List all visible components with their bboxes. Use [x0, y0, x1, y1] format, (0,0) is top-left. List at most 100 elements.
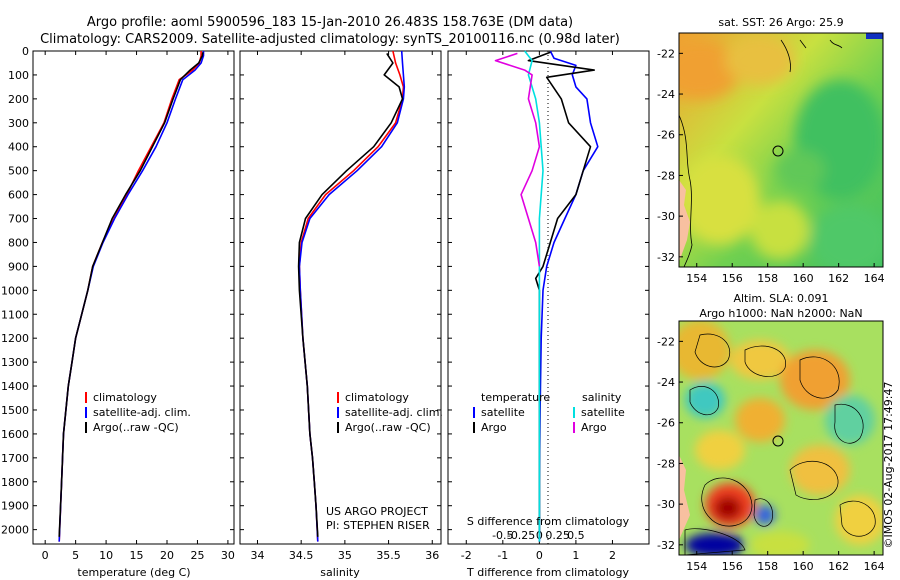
lon-tick-label: 154: [686, 272, 707, 285]
x-tick-label: 10: [99, 549, 113, 562]
depth-tick-label: 900: [8, 260, 29, 273]
lon-tick-label: 162: [828, 272, 849, 285]
legend-salinity-title: salinity: [582, 391, 622, 404]
sla-map: Altim. SLA: 0.091 Argo h1000: NaN h2000:…: [657, 292, 885, 573]
lon-tick-label: 160: [793, 560, 814, 573]
lat-tick-label: -32: [657, 251, 675, 264]
series-line-t-argo: [527, 51, 596, 537]
difference-panel: -2 -1 0 1 2 -0.5-0.25 0 0.250.5 S difference f…: [447, 50, 650, 579]
depth-tick-label: 300: [8, 117, 29, 130]
depth-tick-label: 1700: [1, 452, 29, 465]
depth-tick-label: 1000: [1, 284, 29, 297]
t-difference-xlabel: T difference from climatology: [466, 566, 629, 579]
salinity-tick-labels: 34 34.5 35 35.5 36: [250, 51, 439, 562]
salinity-legend: climatology satellite-adj. clim. Argo(..…: [337, 391, 443, 434]
sst-lat-tick-labels: -22 -24 -26 -28 -30 -32: [657, 47, 683, 264]
imos-timestamp: ©IMOS 02-Aug-2017 17:49:47: [882, 382, 895, 549]
legend-t-satellite-label: satellite: [481, 406, 525, 419]
depth-tick-label: 800: [8, 236, 29, 249]
lon-tick-label: 160: [793, 272, 814, 285]
salinity-axes-frame: [239, 50, 442, 545]
difference-axes-frame: [447, 50, 650, 545]
legend-t-argo-label: Argo: [481, 421, 507, 434]
legend-climatology-label: climatology: [345, 391, 409, 404]
x-tick-label: 34.5: [289, 549, 314, 562]
x-tick-label: 30: [221, 549, 235, 562]
depth-tick-label: 1100: [1, 308, 29, 321]
x-tick-label: -1: [497, 549, 508, 562]
lon-tick-label: 156: [722, 560, 743, 573]
lat-tick-label: -24: [657, 88, 675, 101]
depth-tick-label: 0: [22, 45, 29, 58]
depth-tick-labels: 0 100 200 300 400 500 600 700 800 900 1000 1100 1200…: [1, 45, 29, 537]
x-tick-label: 0: [42, 549, 49, 562]
depth-tick-label: 1200: [1, 332, 29, 345]
lon-tick-label: 158: [757, 272, 778, 285]
s-difference-label: S difference from climatology: [467, 515, 630, 528]
lon-tick-label: 156: [722, 272, 743, 285]
legend-argo-label: Argo(..raw -QC): [93, 421, 179, 434]
lon-tick-label: 164: [864, 560, 885, 573]
x-tick-label: 36: [425, 549, 439, 562]
lat-tick-label: -22: [657, 335, 675, 348]
depth-tick-label: 500: [8, 165, 29, 178]
lat-tick-label: -32: [657, 539, 675, 552]
x-tick-label: 0: [536, 549, 543, 562]
lat-tick-label: -30: [657, 498, 675, 511]
x-tick-label: 1: [572, 549, 579, 562]
lat-tick-label: -22: [657, 47, 675, 60]
s-tick-label: 0.25: [545, 529, 570, 542]
depth-tick-label: 700: [8, 213, 29, 226]
s-difference-tick-labels: -0.5-0.25 0 0.250.5: [492, 529, 585, 542]
sla-map-frame: [678, 320, 884, 556]
lon-tick-label: 154: [686, 560, 707, 573]
temperature-legend: climatology satellite-adj. clim. Argo(..…: [85, 391, 191, 434]
lat-tick-label: -30: [657, 210, 675, 223]
depth-tick-label: 1300: [1, 356, 29, 369]
depth-tick-label: 400: [8, 141, 29, 154]
sla-field: [679, 321, 883, 555]
depth-tick-label: 1500: [1, 404, 29, 417]
difference-legend: temperature salinity satellite Argo sate…: [473, 391, 625, 434]
s-tick-label: 0.5: [567, 529, 585, 542]
difference-profiles: [494, 50, 599, 542]
land-mass: [679, 455, 690, 540]
legend-argo-label: Argo(..raw -QC): [345, 421, 431, 434]
salinity-panel: 34 34.5 35 35.5 36 salinity climatology sate…: [239, 50, 443, 579]
sst-map: sat. SST: 26 Argo: 25.9 154 156 158 160 162 1…: [657, 16, 885, 285]
lat-tick-label: -26: [657, 417, 675, 430]
sla-profile-marker: [772, 435, 784, 447]
header-line-2: Climatology: CARS2009. Satellite-adjuste…: [40, 32, 620, 47]
legend-satellite-label: satellite-adj. clim.: [345, 406, 443, 419]
legend-temperature-title: temperature: [481, 391, 550, 404]
legend-satellite-label: satellite-adj. clim.: [93, 406, 191, 419]
sla-lon-tick-labels: 154 156 158 160 162 164: [686, 551, 885, 573]
legend-s-satellite-label: satellite: [581, 406, 625, 419]
sst-map-frame: [678, 32, 884, 268]
project-note-line-2: PI: STEPHEN RISER: [326, 519, 430, 532]
x-tick-label: -2: [461, 549, 472, 562]
x-tick-label: 35: [338, 549, 352, 562]
land-mass: [679, 180, 690, 262]
series-line-s-satellite: [524, 50, 544, 542]
legend-climatology-label: climatology: [93, 391, 157, 404]
project-note-line-1: US ARGO PROJECT: [326, 505, 428, 518]
x-tick-label: 34: [250, 549, 264, 562]
temperature-axes-frame: [32, 50, 235, 545]
depth-tick-label: 1400: [1, 380, 29, 393]
x-tick-label: 25: [190, 549, 204, 562]
depth-tick-label: 1800: [1, 476, 29, 489]
x-tick-label: 2: [609, 549, 616, 562]
depth-tick-label: 100: [8, 69, 29, 82]
t-difference-tick-labels: -2 -1 0 1 2: [461, 51, 616, 562]
temperature-profiles: [58, 51, 205, 542]
temperature-panel: 0100200300400500600700800900100011001200…: [1, 45, 235, 579]
depth-tick-label: 600: [8, 189, 29, 202]
s-tick-label: -0.5: [492, 529, 513, 542]
lat-tick-label: -28: [657, 457, 675, 470]
lat-tick-label: -24: [657, 376, 675, 389]
depth-tick-label: 1600: [1, 428, 29, 441]
series-line-argo-raw-qc: [58, 52, 204, 537]
series-line-s-argo: [494, 52, 541, 267]
